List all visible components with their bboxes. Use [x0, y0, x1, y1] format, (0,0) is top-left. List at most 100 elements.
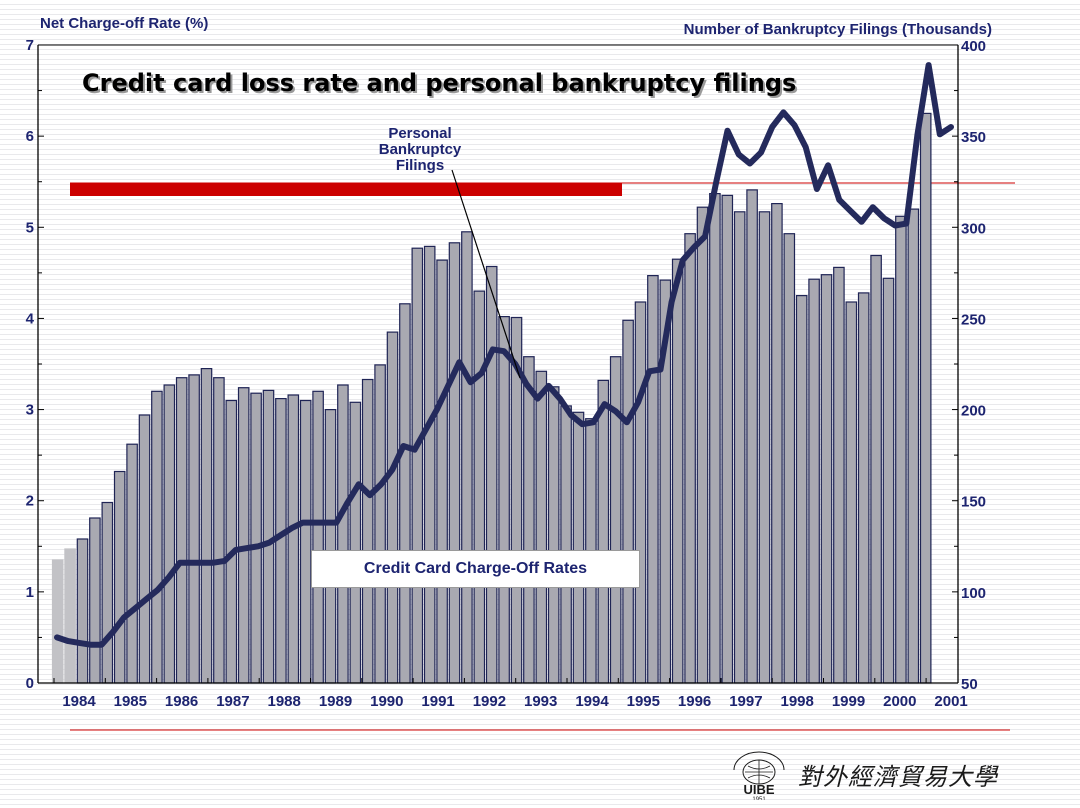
bar: [200, 368, 213, 684]
left-tick-label: 7: [26, 37, 34, 54]
bar: [324, 409, 337, 684]
right-tick-label: 150: [961, 494, 986, 511]
x-tick-label: 1985: [114, 693, 147, 710]
line-series-layer: [54, 62, 954, 648]
bar: [225, 399, 238, 684]
university-name: 對外經濟貿易大學: [798, 762, 998, 791]
bar: [113, 470, 126, 684]
left-tick-label: 0: [26, 675, 34, 692]
bar: [423, 245, 436, 684]
x-tick-label: 1995: [627, 693, 660, 710]
right-tick-label: 100: [961, 585, 986, 602]
bar: [361, 378, 374, 684]
bar: [709, 193, 721, 684]
bar: [64, 548, 76, 684]
bankruptcy-annotation-line2: Bankruptcy: [378, 141, 462, 158]
bar: [696, 206, 709, 684]
bar: [188, 374, 200, 684]
logo-year: 1951: [752, 797, 766, 800]
bar: [175, 377, 188, 684]
bar: [721, 194, 734, 684]
chart-title: Credit card loss rate and personal bankr…: [82, 69, 797, 97]
bar: [213, 377, 225, 684]
right-tick-label: 250: [961, 311, 986, 328]
bar: [386, 331, 399, 684]
axes: [37, 44, 959, 684]
bar: [907, 208, 920, 684]
bar: [870, 254, 882, 684]
bar: [758, 211, 771, 684]
x-tick-label: 1993: [524, 693, 557, 710]
right-tick-label: 200: [961, 403, 986, 420]
bar: [349, 401, 362, 684]
bar: [634, 301, 647, 684]
left-tick-label: 3: [26, 402, 34, 419]
left-tick-label: 1: [26, 584, 34, 601]
right-axis-title: Number of Bankruptcy Filings (Thousands): [683, 21, 992, 38]
bar: [547, 386, 560, 684]
bar: [523, 356, 535, 684]
x-tick-label: 1990: [370, 693, 403, 710]
bar: [560, 405, 572, 684]
bar: [733, 211, 746, 684]
annotation-leader-line: [451, 169, 521, 379]
bar: [833, 266, 845, 684]
x-tick-label: 1992: [473, 693, 506, 710]
x-tick-label: 1991: [421, 693, 454, 710]
bar: [771, 203, 783, 684]
bar: [485, 265, 498, 684]
x-tick-label: 1987: [216, 693, 249, 710]
bar: [51, 559, 64, 684]
bar: [411, 247, 424, 684]
x-tick-label: 1986: [165, 693, 198, 710]
bar: [795, 295, 808, 684]
bar: [808, 278, 820, 684]
bar: [498, 316, 510, 684]
bar: [337, 384, 349, 684]
bar: [647, 275, 659, 684]
x-tick-label: 2001: [934, 693, 967, 710]
x-tick-label: 1998: [781, 693, 814, 710]
bar: [671, 258, 684, 684]
bar: [473, 290, 486, 684]
left-axis-title: Net Charge-off Rate (%): [40, 15, 209, 32]
x-tick-label: 1999: [832, 693, 865, 710]
uibe-emblem: UIBE 1951: [733, 751, 785, 800]
left-tick-label: 5: [26, 219, 34, 236]
x-tick-label: 1988: [268, 693, 301, 710]
bankruptcy-annotation: Personal Bankruptcy Filings: [360, 126, 480, 174]
bar: [436, 259, 448, 684]
bar: [597, 379, 610, 684]
bar: [622, 319, 634, 684]
bankruptcy-annotation-line1: Personal: [388, 125, 452, 142]
bar: [783, 233, 796, 684]
bar: [820, 274, 833, 684]
x-tick-label: 1997: [729, 693, 762, 710]
bar: [250, 392, 262, 684]
x-tick-label: 1989: [319, 693, 352, 710]
tick-labels: 0 1 2 3 4 5 6 7 50 100 150 200 250 300 350 400 1984 1985 1…: [26, 37, 986, 710]
x-tick-label: 1996: [678, 693, 711, 710]
bar: [151, 390, 163, 684]
right-tick-label: 300: [961, 220, 986, 237]
bar: [287, 394, 300, 684]
bar: [572, 411, 585, 684]
bar: [262, 389, 275, 684]
bankruptcy-line: [54, 62, 954, 648]
bar: [89, 517, 101, 684]
bar: [374, 364, 386, 684]
left-tick-label: 6: [26, 128, 34, 145]
right-tick-label: 350: [961, 129, 986, 146]
bar: [299, 399, 312, 684]
left-tick-label: 2: [26, 493, 34, 510]
bar: [882, 277, 895, 684]
right-tick-label: 50: [961, 676, 978, 693]
bar: [857, 292, 870, 684]
bar-series: [51, 112, 932, 684]
bar: [919, 112, 932, 684]
bar: [138, 414, 151, 684]
x-tick-label: 1994: [575, 693, 609, 710]
bar: [237, 387, 250, 684]
bar: [535, 370, 548, 684]
